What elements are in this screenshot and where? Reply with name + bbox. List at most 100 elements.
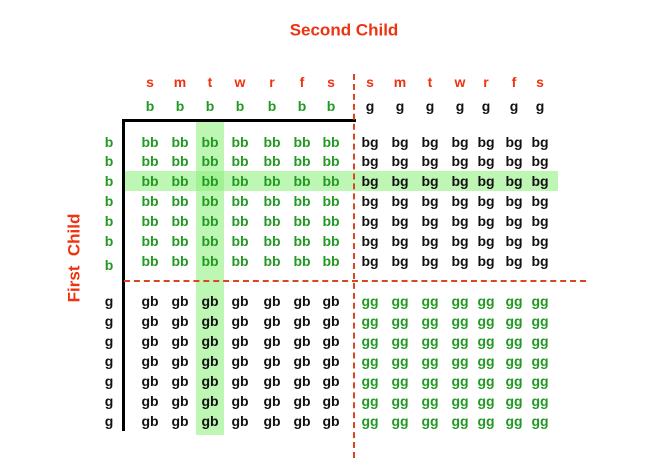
outcome-cell: gg [505, 393, 523, 409]
outcome-cell: gb [141, 293, 159, 309]
outcome-cell: gg [361, 393, 379, 409]
outcome-cell: gg [505, 373, 523, 389]
outcome-cell: gg [421, 373, 439, 389]
outcome-cell: bg [531, 233, 549, 249]
outcome-cell: bg [531, 153, 549, 169]
column-sex-label: b [297, 98, 307, 114]
left-axis-line [122, 119, 125, 431]
vertical-divider [353, 74, 355, 458]
outcome-cell: gb [263, 373, 281, 389]
outcome-cell: bg [421, 213, 439, 229]
outcome-cell: bg [451, 233, 469, 249]
outcome-cell: bb [171, 173, 189, 189]
outcome-cell: gg [391, 333, 409, 349]
outcome-cell: bb [171, 153, 189, 169]
day-letter: w [454, 74, 466, 90]
outcome-cell: bb [141, 233, 159, 249]
day-letter: f [511, 74, 517, 90]
outcome-cell: gb [322, 413, 340, 429]
column-sex-label: b [235, 98, 245, 114]
outcome-cell: gb [171, 393, 189, 409]
outcome-cell: bb [263, 213, 281, 229]
column-sex-label: g [365, 98, 375, 114]
outcome-cell: gg [531, 413, 549, 429]
outcome-cell: gg [451, 393, 469, 409]
outcome-cell: gg [451, 333, 469, 349]
outcome-cell: gg [505, 333, 523, 349]
top-axis-line [124, 119, 356, 122]
second-child-title: Second Child [289, 20, 399, 40]
outcome-cell: gb [171, 313, 189, 329]
outcome-cell: gb [141, 333, 159, 349]
outcome-cell: gg [451, 293, 469, 309]
outcome-cell: bb [171, 134, 189, 150]
first-child-title: First Child [64, 213, 84, 303]
outcome-cell: gb [231, 373, 249, 389]
day-letter: r [269, 74, 275, 90]
outcome-cell: gg [505, 353, 523, 369]
outcome-cell: bg [477, 193, 495, 209]
outcome-cell: gg [421, 313, 439, 329]
outcome-cell: bb [171, 253, 189, 269]
outcome-cell: gb [263, 413, 281, 429]
outcome-cell: gb [293, 353, 311, 369]
outcome-cell: gb [141, 353, 159, 369]
outcome-cell: gb [201, 293, 219, 309]
outcome-cell: gb [171, 293, 189, 309]
outcome-cell: gg [505, 293, 523, 309]
outcome-cell: bb [322, 173, 340, 189]
outcome-cell: gg [531, 333, 549, 349]
outcome-cell: bb [231, 193, 249, 209]
outcome-cell: gg [451, 413, 469, 429]
outcome-cell: gb [141, 313, 159, 329]
outcome-cell: bg [505, 233, 523, 249]
outcome-cell: bb [263, 193, 281, 209]
outcome-cell: gb [201, 353, 219, 369]
outcome-cell: gg [531, 373, 549, 389]
outcome-cell: gg [451, 373, 469, 389]
day-letter: m [393, 74, 407, 90]
outcome-cell: bb [263, 153, 281, 169]
outcome-cell: bg [451, 193, 469, 209]
outcome-cell: gb [201, 333, 219, 349]
day-letter: m [173, 74, 187, 90]
column-sex-label: g [425, 98, 435, 114]
outcome-cell: bb [171, 193, 189, 209]
outcome-cell: bg [391, 253, 409, 269]
outcome-cell: gb [171, 373, 189, 389]
outcome-cell: bb [141, 153, 159, 169]
outcome-cell: bb [322, 193, 340, 209]
column-sex-label: b [267, 98, 277, 114]
outcome-cell: gg [361, 413, 379, 429]
horizontal-divider [124, 280, 586, 282]
outcome-cell: bg [361, 253, 379, 269]
outcome-cell: gb [293, 393, 311, 409]
row-sex-label: b [104, 153, 114, 169]
outcome-cell: bg [505, 213, 523, 229]
outcome-cell: gb [141, 393, 159, 409]
outcome-cell: bg [531, 134, 549, 150]
outcome-cell: bb [201, 233, 219, 249]
outcome-cell: bg [421, 193, 439, 209]
outcome-cell: bb [141, 193, 159, 209]
outcome-cell: gb [322, 313, 340, 329]
outcome-cell: gg [421, 293, 439, 309]
outcome-cell: gb [293, 413, 311, 429]
outcome-cell: bg [451, 173, 469, 189]
outcome-cell: gb [201, 373, 219, 389]
outcome-cell: gb [263, 313, 281, 329]
outcome-cell: gg [477, 293, 495, 309]
outcome-cell: gb [322, 353, 340, 369]
outcome-cell: gb [231, 313, 249, 329]
outcome-cell: gb [293, 373, 311, 389]
outcome-cell: gg [531, 353, 549, 369]
column-sex-label: g [481, 98, 491, 114]
day-letter: f [299, 74, 305, 90]
outcome-cell: bg [361, 173, 379, 189]
outcome-cell: gb [141, 413, 159, 429]
outcome-cell: gg [421, 353, 439, 369]
row-sex-label: g [104, 353, 114, 369]
outcome-cell: bg [505, 193, 523, 209]
outcome-cell: gg [421, 333, 439, 349]
column-sex-label: b [205, 98, 215, 114]
